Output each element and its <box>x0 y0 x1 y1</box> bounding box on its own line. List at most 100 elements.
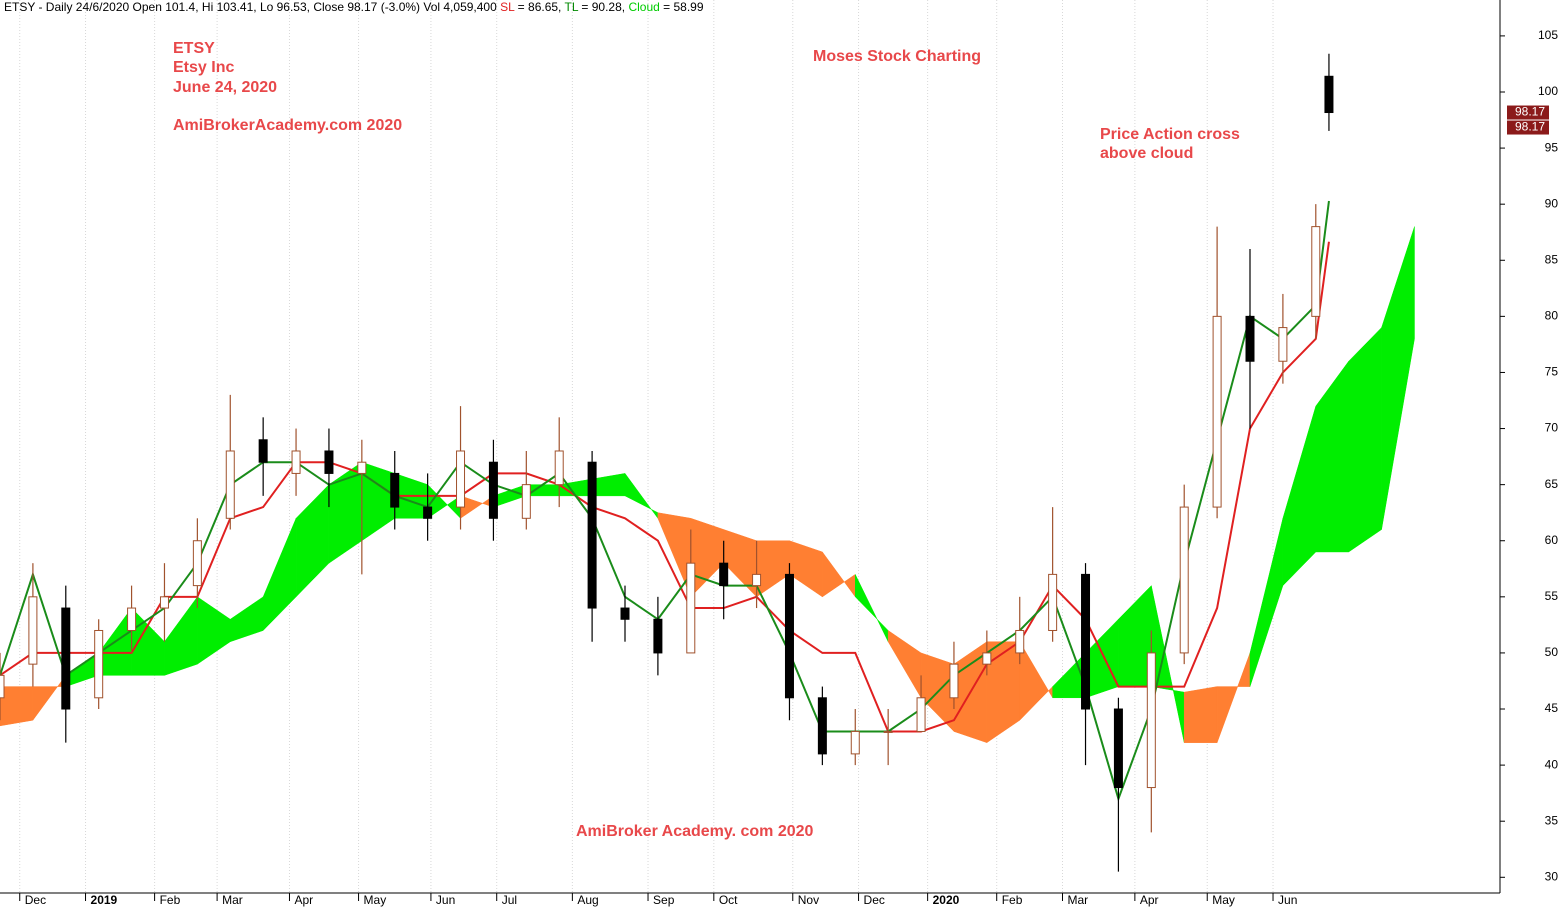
header-part: = 90.28, <box>578 0 628 14</box>
x-tick-label: Aug <box>577 893 598 907</box>
candle-body <box>587 461 597 609</box>
y-tick-label: 100 <box>1538 84 1558 98</box>
candle-body <box>686 562 696 654</box>
indicator-lines <box>0 200 1330 802</box>
cloud <box>0 226 1415 744</box>
y-tick-label: 35 <box>1545 813 1559 827</box>
x-tick-label: 2020 <box>933 893 960 907</box>
candle-body <box>1245 315 1255 362</box>
candle-body <box>1015 629 1025 654</box>
indicator-line <box>0 200 1330 802</box>
annotation: Price Action cross <box>1100 126 1240 143</box>
cloud-segment <box>1183 686 1218 743</box>
candle-body <box>719 562 729 587</box>
candle-body <box>192 540 202 587</box>
candle-body <box>982 652 992 665</box>
x-tick-label: Sep <box>653 893 675 907</box>
indicator-line <box>0 241 1330 733</box>
candle-body <box>1212 315 1222 508</box>
y-tick-label: 65 <box>1545 477 1559 491</box>
candle-body <box>258 439 268 463</box>
y-tick-label: 30 <box>1545 869 1559 883</box>
candle-body <box>1146 652 1156 789</box>
candles <box>0 53 1334 872</box>
annotation: AmiBroker Academy. com 2020 <box>576 823 814 840</box>
price-tag <box>1507 105 1549 120</box>
y-tick-label: 70 <box>1545 421 1559 435</box>
y-tick-label: 105 <box>1538 28 1558 42</box>
candle-body <box>883 730 893 733</box>
candle-body <box>1311 226 1321 317</box>
y-tick-label: 60 <box>1545 533 1559 547</box>
candle-body <box>28 596 38 665</box>
candle-body <box>94 629 104 699</box>
annotation: Etsy Inc <box>173 59 234 76</box>
grid <box>19 0 1274 893</box>
header-part: = 86.65, <box>514 0 564 14</box>
candle-body <box>653 618 663 654</box>
x-tick-label: Oct <box>719 893 738 907</box>
x-tick-label: May <box>364 893 387 907</box>
cloud-segment <box>1348 326 1382 553</box>
candle-body <box>61 607 71 710</box>
cloud-segment <box>526 484 560 497</box>
header-part: ETSY - Daily 24/6/2020 Open 101.4, Hi 10… <box>4 0 500 14</box>
annotation: AmiBrokerAcademy.com 2020 <box>173 117 402 134</box>
candle-body <box>390 472 400 508</box>
candle-body <box>521 484 531 519</box>
candle-body <box>554 450 564 486</box>
x-tick-label: Feb <box>1002 893 1023 907</box>
x-tick-label: Jun <box>1278 893 1297 907</box>
x-tick-label: Apr <box>1140 893 1159 907</box>
price-tag <box>1507 120 1549 135</box>
candle-body <box>357 461 367 474</box>
x-tick-label: Jun <box>436 893 455 907</box>
y-tick-label: 90 <box>1545 196 1559 210</box>
header-part: = 58.99 <box>660 0 704 14</box>
x-tick-label: Feb <box>160 893 181 907</box>
y-tick-label: 45 <box>1545 701 1559 715</box>
y-tick-label: 75 <box>1545 365 1559 379</box>
candle-body <box>784 573 794 699</box>
annotation: ETSY <box>173 40 215 57</box>
cloud-segment <box>0 686 34 727</box>
candle-body <box>817 697 827 755</box>
candle-body <box>225 450 235 519</box>
candle-body <box>324 450 334 474</box>
x-tick-label: Mar <box>1068 893 1089 907</box>
candle-body <box>620 607 630 620</box>
candle-body <box>423 506 433 519</box>
candle-body <box>1113 708 1123 789</box>
candle-body <box>1081 573 1091 710</box>
candle-body <box>752 573 762 587</box>
candle-body <box>0 674 5 699</box>
x-tick-label: Nov <box>798 893 819 907</box>
y-tick-label: 95 <box>1545 140 1559 154</box>
y-tick-label: 50 <box>1545 645 1559 659</box>
candle-body <box>291 450 301 474</box>
price-tag-label: 98.17 <box>1515 120 1545 134</box>
header-part: SL <box>500 0 515 14</box>
price-tag-label: 98.17 <box>1515 105 1545 119</box>
candle-body <box>1324 75 1334 114</box>
header-part: TL <box>565 0 579 14</box>
x-tick-label: Dec <box>25 893 46 907</box>
y-tick-label: 55 <box>1545 589 1559 603</box>
annotations: ETSY Etsy Inc June 24, 2020 AmiBrokerAca… <box>173 40 1240 840</box>
candle-body <box>1278 327 1288 362</box>
candle-body <box>159 596 169 609</box>
header-part: Cloud <box>628 0 659 14</box>
x-tick-label: Dec <box>864 893 885 907</box>
header: ETSY - Daily 24/6/2020 Open 101.4, Hi 10… <box>4 0 704 14</box>
annotation: Moses Stock Charting <box>813 48 981 65</box>
annotation: June 24, 2020 <box>173 79 277 96</box>
candle-body <box>488 461 498 519</box>
candle-body <box>1179 506 1189 654</box>
y-tick-label: 40 <box>1545 757 1559 771</box>
x-tick-label: Jul <box>502 893 517 907</box>
cloud-segment <box>1381 226 1415 530</box>
candle-body <box>456 450 466 508</box>
x-tick-label: Apr <box>294 893 313 907</box>
